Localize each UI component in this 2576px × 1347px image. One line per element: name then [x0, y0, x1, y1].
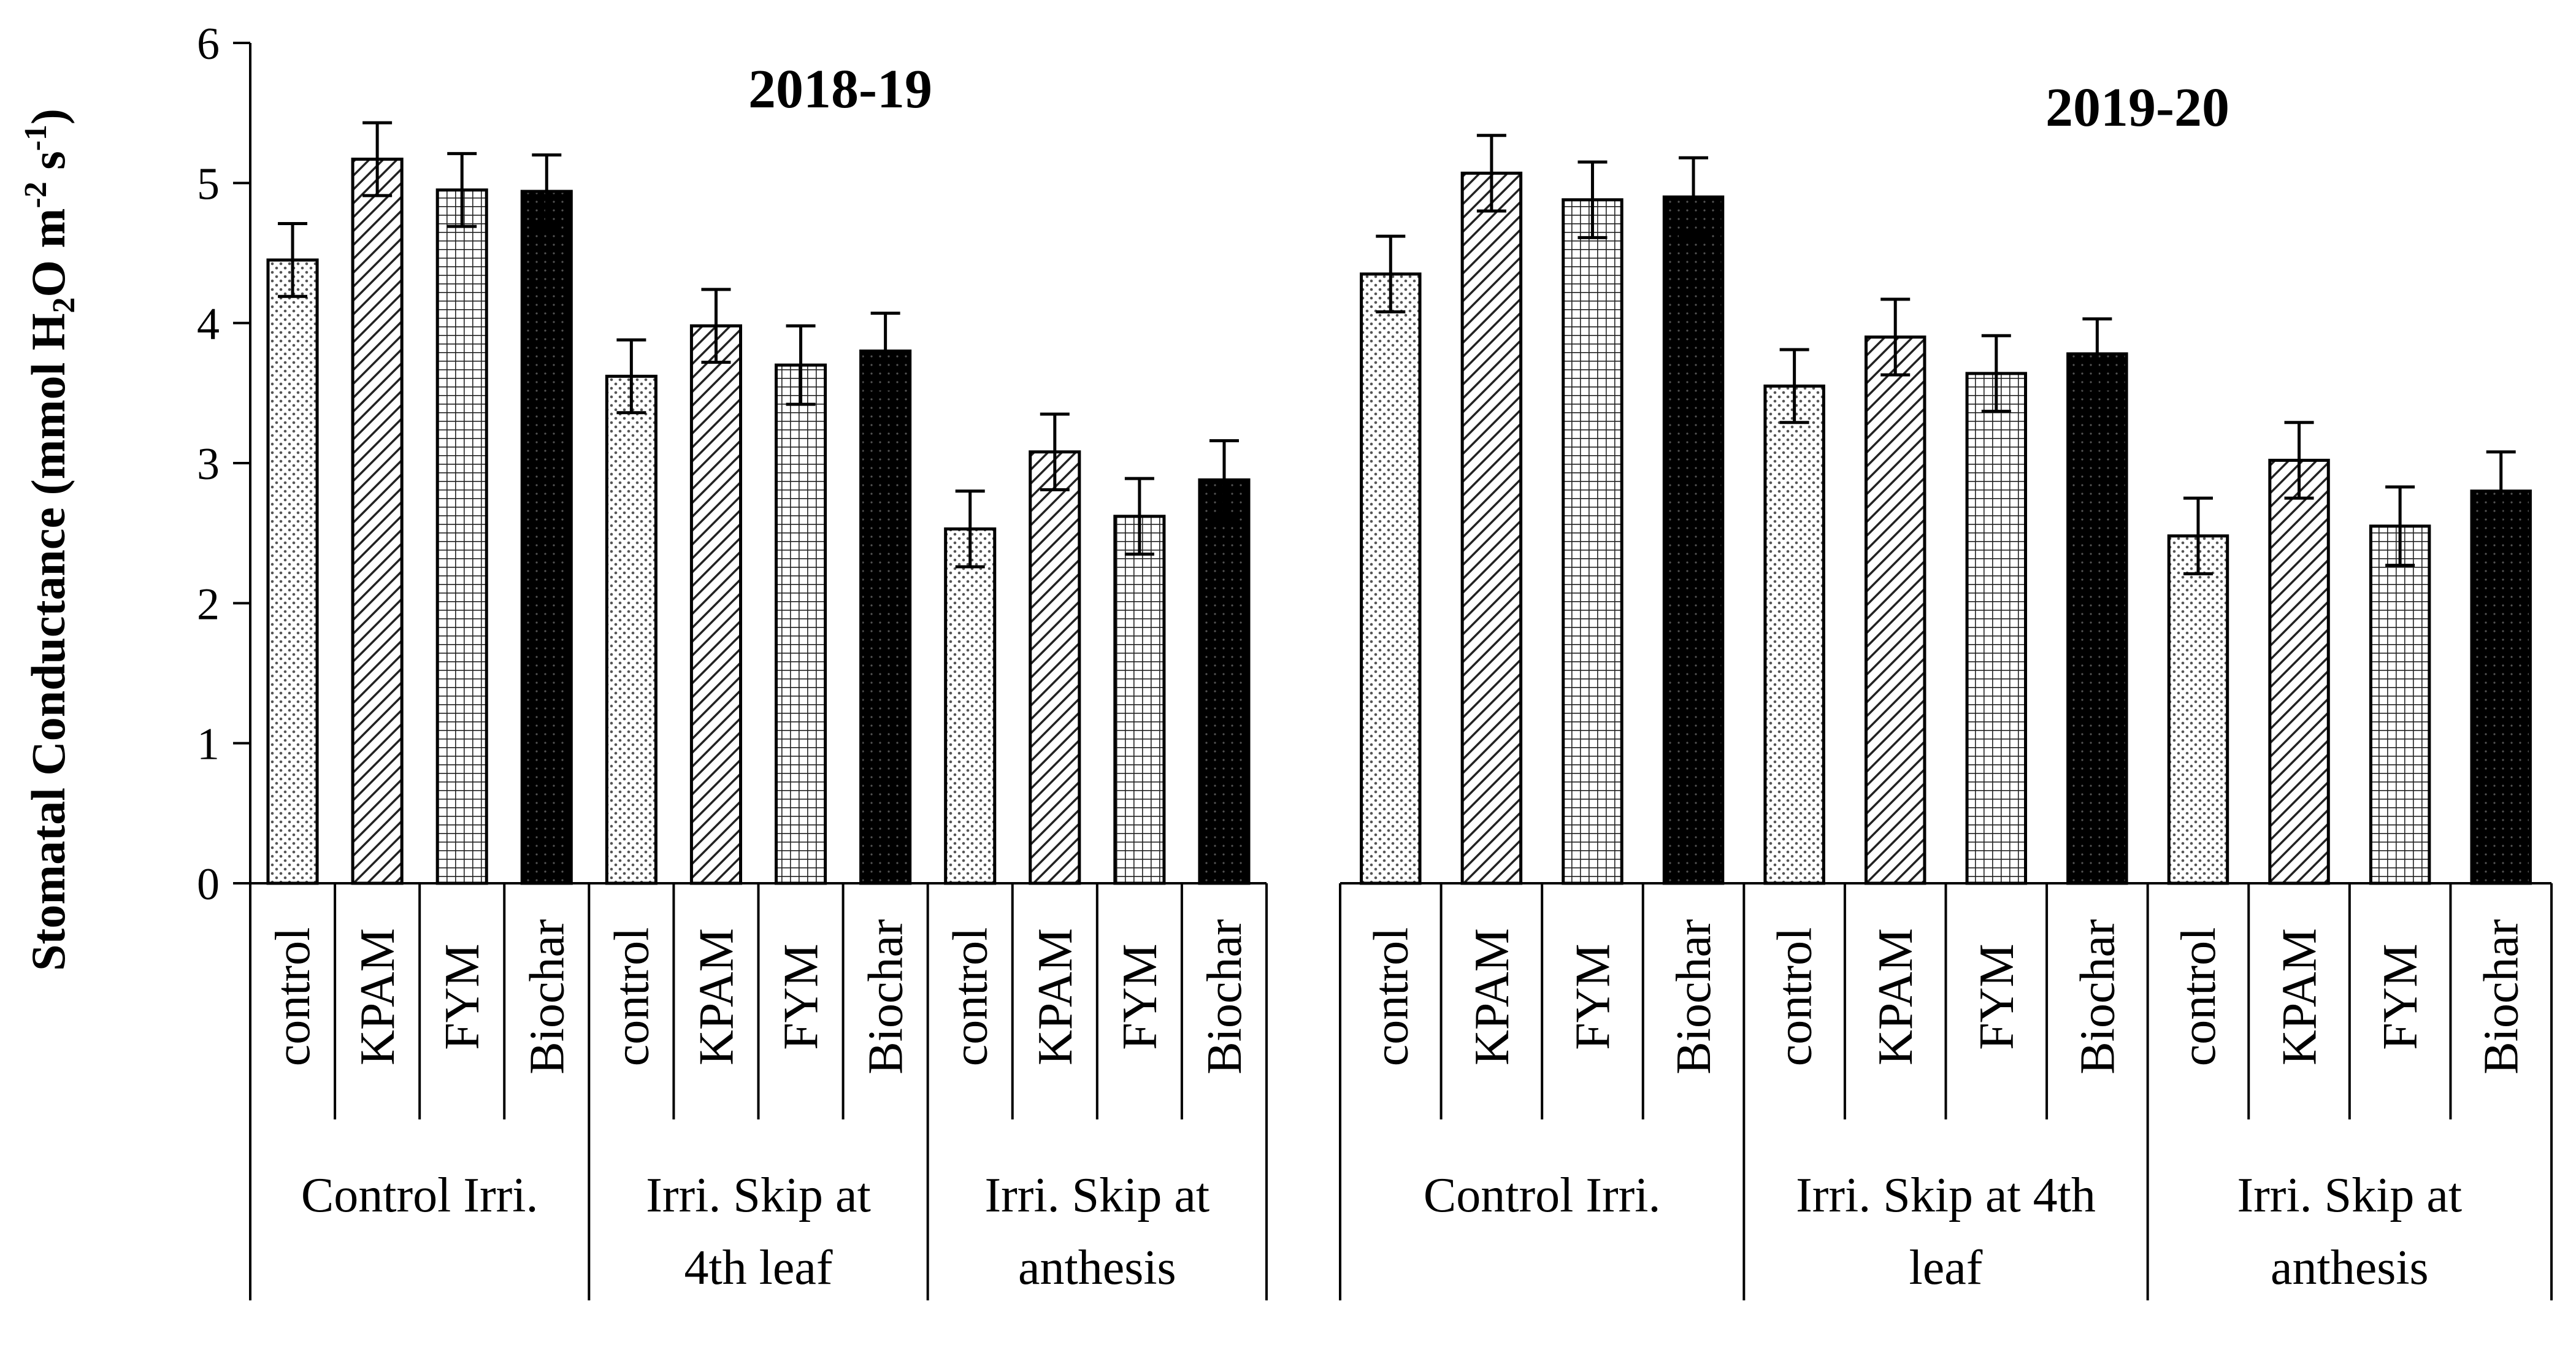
category-label: Biochar [1198, 919, 1252, 1074]
y-tick-label: 1 [197, 720, 220, 770]
y-tick-label: 4 [197, 299, 220, 350]
bar-biochar [2470, 489, 2532, 885]
category-label: FYM [775, 943, 829, 1050]
bar-biochar [520, 190, 573, 885]
bar-kpam [2268, 458, 2330, 885]
bar-biochar [859, 349, 912, 885]
category-label: Biochar [2071, 919, 2125, 1074]
bar-fym [774, 363, 827, 885]
category-label: KPAM [1869, 928, 1923, 1065]
y-tick-label: 5 [197, 159, 220, 209]
category-label: Biochar [859, 919, 913, 1074]
bars-layer [266, 121, 2532, 885]
category-label: FYM [1113, 943, 1167, 1050]
category-label: Biochar [1667, 919, 1721, 1074]
bar-control [266, 258, 319, 885]
category-label: control [266, 927, 320, 1067]
y-tick-label: 2 [197, 579, 220, 629]
group-label: Irri. Skip at 4th leaf [1796, 1169, 2096, 1295]
category-label: KPAM [1465, 928, 1519, 1065]
bar-kpam [1460, 171, 1523, 885]
y-tick-label: 6 [197, 19, 220, 69]
category-label: KPAM [351, 928, 405, 1065]
category-label: Biochar [520, 919, 574, 1074]
axes-layer: 0 1 2 3 4 5 6 [197, 19, 2553, 1300]
category-label: FYM [2374, 943, 2428, 1050]
category-label: control [1364, 927, 1418, 1067]
category-label: control [2172, 927, 2226, 1067]
bar-kpam [1864, 336, 1926, 885]
bar-fym [1965, 372, 2028, 885]
bar-fym [2369, 524, 2431, 885]
bar-fym [435, 188, 488, 885]
panel-title: 2019-20 [2045, 77, 2229, 138]
group-label: Irri. Skip at 4th leaf [646, 1169, 871, 1295]
bar-control [1360, 272, 1422, 885]
group-label: Irri. Skip at anthesis [985, 1169, 1210, 1295]
bar-biochar [1662, 195, 1725, 885]
category-label: FYM [435, 943, 489, 1050]
bar-fym [1113, 515, 1166, 885]
group-label: Irri. Skip at anthesis [2237, 1169, 2463, 1295]
panel-title: 2018-19 [748, 59, 932, 120]
group-label: Control Irri. [1424, 1169, 1661, 1222]
category-label: control [944, 927, 998, 1067]
bar-fym [1562, 198, 1623, 885]
category-label: control [1768, 927, 1822, 1067]
y-tick-label: 0 [197, 859, 220, 910]
labels-layer: 2018-19 Control Irri. control KPAM FYM Biocha… [266, 59, 2529, 1295]
bar-biochar [2066, 352, 2128, 885]
bar-kpam [689, 324, 743, 885]
bar-control [2167, 534, 2229, 885]
bar-biochar [1198, 478, 1251, 885]
category-label: FYM [1566, 943, 1620, 1050]
group-label: Control Irri. [301, 1169, 539, 1222]
category-label: KPAM [689, 928, 743, 1065]
bar-control [605, 374, 657, 885]
bar-control [944, 527, 997, 885]
category-label: control [605, 927, 659, 1067]
category-label: KPAM [2273, 928, 2327, 1065]
category-label: KPAM [1029, 928, 1083, 1065]
bar-kpam [1029, 450, 1081, 885]
y-axis-title: Stomatal Conductance (mmol H2O m-2 s-1) [18, 109, 82, 971]
bar-control [1763, 384, 1825, 885]
y-tick-label: 3 [197, 439, 220, 489]
bar-kpam [351, 158, 404, 885]
category-label: Biochar [2475, 919, 2529, 1074]
category-label: FYM [1970, 943, 2024, 1050]
